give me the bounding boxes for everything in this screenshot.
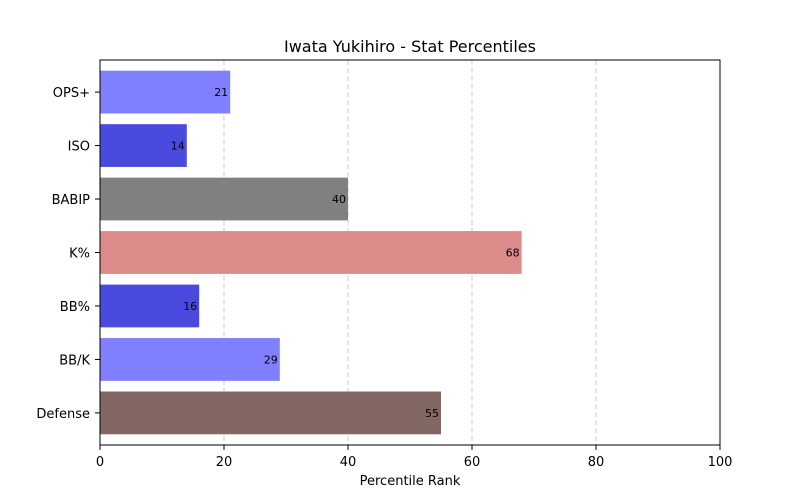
y-tick-label: BB% [60,300,90,315]
bar-value-label: 40 [332,193,346,206]
plot-frame [99,59,721,446]
x-tick-label: 40 [340,455,357,470]
bars [100,70,522,435]
y-axis-ticks: OPS+ ISO BABIP K% BB% BB/K Defense [36,86,100,422]
bar-value-label: 68 [506,247,520,260]
y-tick-label: ISO [68,140,90,155]
x-tick-label: 0 [96,455,104,470]
bar-value-label: 14 [171,140,185,153]
bar-K% [100,231,522,274]
x-tick-label: 100 [708,455,733,470]
x-axis-ticks: 0 20 40 60 80 100 [96,445,733,470]
chart-title: Iwata Yukihiro - Stat Percentiles [284,37,536,56]
y-tick-label: Defense [36,407,90,422]
bar-value-label: 21 [214,86,228,99]
bar-Defense [100,391,441,435]
bar-value-labels: 21 14 40 68 16 29 55 [171,86,520,420]
bar-value-label: 55 [425,407,439,420]
bar-OPS+ [100,70,231,114]
bar-value-label: 29 [264,353,278,366]
x-tick-label: 80 [588,455,605,470]
y-tick-label: K% [69,247,90,262]
y-tick-label: BB/K [59,353,90,368]
x-axis-label: Percentile Rank [360,474,461,489]
bar-BABIP [100,177,348,221]
x-tick-label: 60 [464,455,481,470]
x-tick-label: 20 [216,455,233,470]
bar-ISO [100,124,187,167]
bar-BB% [100,284,200,328]
bar-value-label: 16 [183,300,197,313]
bar-BB/K [100,338,280,381]
y-tick-label: OPS+ [53,86,90,101]
y-tick-label: BABIP [52,193,91,208]
